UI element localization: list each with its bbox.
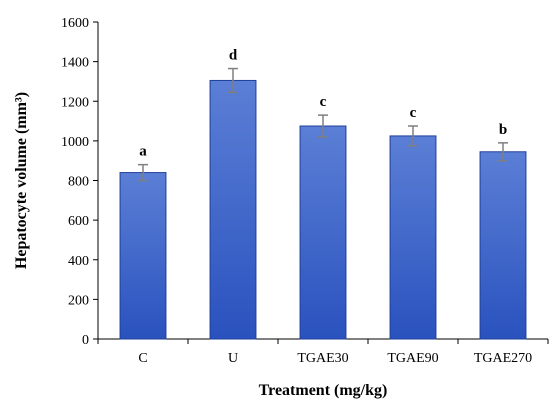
y-axis-title: Hepatocyte volume (mm³) [13, 92, 30, 269]
bar-tgae270 [479, 151, 527, 340]
significance-label: d [229, 48, 238, 64]
significance-label: c [410, 105, 417, 121]
x-tick-label: U [228, 351, 238, 366]
bar-tgae90 [389, 135, 437, 340]
x-axis: C U TGAE30 TGAE90 TGAE270 [97, 338, 549, 366]
y-tick-label: 200 [68, 293, 89, 308]
y-tick-label: 1000 [61, 135, 89, 150]
y-tick-label: 800 [68, 175, 89, 190]
significance-label: a [139, 144, 147, 160]
x-tick-label: C [138, 351, 147, 366]
y-tick-label: 400 [68, 254, 89, 269]
significance-label: b [499, 122, 507, 138]
y-tick-label: 1200 [61, 95, 89, 110]
bars: a d c c b [119, 48, 527, 340]
significance-label: c [320, 94, 327, 110]
y-tick-label: 0 [82, 333, 89, 348]
y-tick-label: 600 [68, 214, 89, 229]
y-tick-label: 1600 [61, 16, 89, 31]
bar-c [119, 172, 167, 340]
x-tick-label: TGAE30 [297, 351, 348, 366]
y-axis: 0 200 400 600 800 1000 1200 1400 1600 [61, 16, 99, 348]
bar-tgae30 [299, 125, 347, 340]
x-axis-title: Treatment (mg/kg) [259, 382, 388, 399]
x-tick-label: TGAE270 [474, 351, 532, 366]
bar-u [209, 79, 257, 340]
y-tick-label: 1400 [61, 56, 89, 71]
x-tick-label: TGAE90 [387, 351, 438, 366]
